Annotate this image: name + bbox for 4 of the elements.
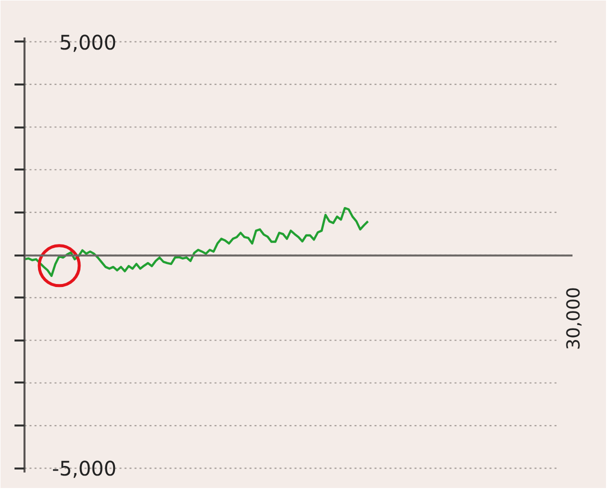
line-series	[24, 206, 370, 277]
annotation: 30,000	[564, 287, 584, 350]
y-tick-label: 5,000	[59, 30, 117, 54]
y-tick-label: -5,000	[52, 456, 117, 481]
